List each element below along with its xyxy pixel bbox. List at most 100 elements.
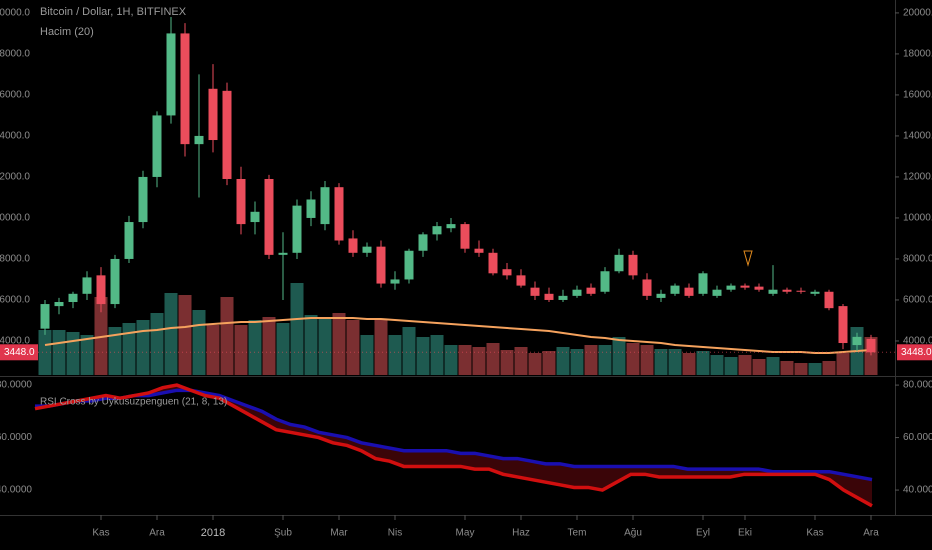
- volume-bar: [178, 295, 192, 375]
- volume-bar: [682, 353, 696, 375]
- volume-bar: [556, 347, 570, 375]
- candle-body: [320, 187, 330, 225]
- volume-bar: [458, 345, 472, 375]
- volume-bar: [836, 353, 850, 375]
- volume-bar: [808, 363, 822, 375]
- volume-bar: [206, 325, 220, 375]
- candle-body: [166, 33, 176, 116]
- x-tick-label: Ağu: [624, 528, 642, 539]
- volume-bar: [598, 345, 612, 375]
- volume-bar: [374, 320, 388, 375]
- volume-bar: [654, 349, 668, 375]
- volume-bar: [780, 361, 794, 375]
- volume-bar: [220, 297, 234, 375]
- candle-body: [208, 88, 218, 141]
- y-tick-label: 4000.0: [903, 336, 932, 347]
- volume-bar: [164, 293, 178, 375]
- x-tick-label: Nis: [388, 528, 402, 539]
- candle-body: [40, 304, 50, 329]
- candle-body: [306, 199, 316, 218]
- candle-body: [292, 205, 302, 253]
- volume-bar: [360, 335, 374, 375]
- candle-body: [110, 258, 120, 305]
- candle-body: [236, 178, 246, 225]
- candle-body: [222, 90, 232, 179]
- volume-bar: [514, 347, 528, 375]
- candle-body: [278, 252, 288, 255]
- candle-body: [782, 289, 792, 292]
- volume-bar: [150, 313, 164, 375]
- rsi-title: RSI Cross by Uykusuzpenguen (21, 8, 13): [40, 397, 227, 408]
- candle-body: [334, 187, 344, 241]
- candle-body: [418, 234, 428, 251]
- x-tick-label: Haz: [512, 528, 530, 539]
- chart-title: Bitcoin / Dollar, 1H, BITFINEX: [40, 6, 187, 18]
- candle-body: [68, 293, 78, 303]
- candle-body: [684, 287, 694, 296]
- y-tick-label: 8000.0: [903, 254, 932, 265]
- volume-bar: [500, 350, 514, 375]
- volume-bar: [38, 330, 52, 375]
- candle-body: [264, 178, 274, 255]
- y-tick-label: 10000.0: [903, 213, 932, 224]
- volume-bar: [696, 351, 710, 375]
- volume-bar: [766, 357, 780, 375]
- x-tick-label: Eyl: [696, 528, 710, 539]
- candle-body: [376, 246, 386, 284]
- candle-body: [404, 250, 414, 280]
- candle-body: [824, 291, 834, 309]
- candle-body: [460, 224, 470, 249]
- candle-body: [82, 277, 92, 294]
- volume-bar: [584, 345, 598, 375]
- volume-bar: [710, 355, 724, 375]
- volume-bar: [248, 320, 262, 375]
- volume-bar: [542, 351, 556, 375]
- candle-body: [348, 238, 358, 253]
- candle-body: [544, 293, 554, 300]
- volume-label: Hacim (20): [40, 26, 94, 38]
- y-tick-label: 14000.0: [903, 131, 932, 142]
- y-tick-label: 6000.0: [903, 295, 932, 306]
- rsi-line: [34, 383, 873, 508]
- y-tick-label: 10000.0: [0, 213, 30, 224]
- volume-bar: [430, 335, 444, 375]
- candle-body: [866, 338, 876, 353]
- volume-bar: [66, 332, 80, 375]
- x-tick-label: May: [456, 528, 475, 539]
- candle-body: [642, 279, 652, 296]
- candle-body: [838, 306, 848, 344]
- x-tick-label: Şub: [274, 528, 292, 539]
- candle-body: [250, 211, 260, 223]
- last-price-box: [0, 344, 38, 361]
- candle-body: [432, 226, 442, 235]
- candle-body: [726, 285, 736, 290]
- candle-body: [446, 224, 456, 229]
- y-tick-label: 12000.0: [0, 172, 30, 183]
- volume-layer: [38, 283, 878, 375]
- signal-marker: [743, 250, 753, 267]
- volume-bar: [416, 337, 430, 375]
- y-tick-label: 4000.0: [0, 336, 30, 347]
- candle-body: [670, 285, 680, 294]
- volume-bar: [276, 323, 290, 375]
- last-price-box: [897, 344, 932, 361]
- candle-body: [390, 279, 400, 284]
- volume-bar: [528, 353, 542, 375]
- candle-body: [852, 336, 862, 346]
- y-tick-label: 18000.0: [0, 49, 30, 60]
- candle-body: [614, 254, 624, 272]
- y-tick-label: 8000.0: [0, 254, 30, 265]
- candle-body: [530, 287, 540, 296]
- y-tick-label: 20000.0: [903, 8, 932, 19]
- x-tick-label: Ara: [149, 528, 165, 539]
- candle-body: [138, 176, 148, 223]
- candle-body: [516, 275, 526, 286]
- candle-body: [96, 275, 106, 305]
- candle-body: [194, 135, 204, 145]
- last-price-label: 3448.0: [901, 347, 932, 358]
- x-tick-label: Tem: [568, 528, 587, 539]
- volume-bar: [570, 349, 584, 375]
- volume-bar: [122, 323, 136, 375]
- volume-bar: [472, 347, 486, 375]
- candle-body: [586, 287, 596, 294]
